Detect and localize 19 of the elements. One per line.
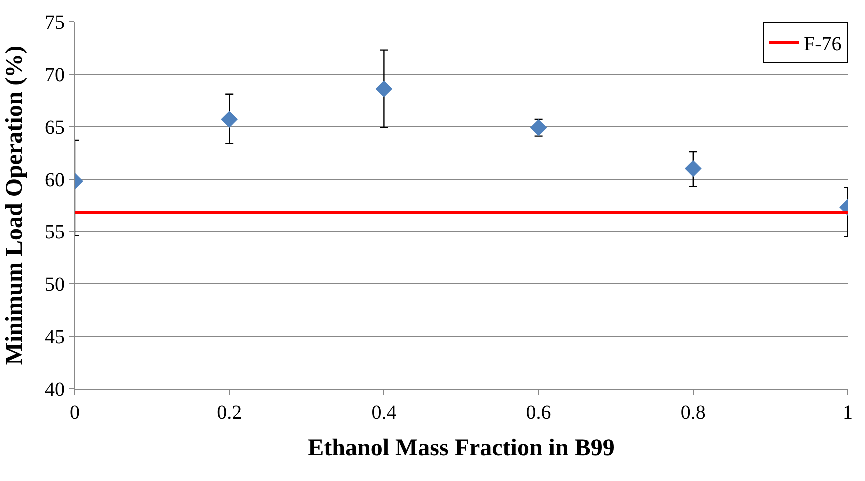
x-tick-label: 0: [70, 402, 80, 424]
legend-label: F-76: [804, 33, 842, 56]
y-tick-label: 60: [45, 169, 65, 192]
x-axis-title: Ethanol Mass Fraction in B99: [308, 435, 615, 462]
y-tick-label: 65: [45, 116, 65, 139]
x-tick-label: 1: [843, 402, 853, 424]
y-tick-label: 55: [45, 222, 65, 244]
y-tick-label: 70: [45, 64, 65, 86]
y-tick-label: 40: [45, 379, 65, 401]
y-axis-title: Minimum Load Operation (%): [2, 46, 28, 366]
x-tick-label: 0.2: [217, 402, 242, 424]
x-tick-label: 0.6: [526, 402, 552, 424]
y-tick-label: 45: [45, 326, 65, 349]
x-tick-label: 0.4: [372, 402, 397, 424]
x-tick-label: 0.8: [680, 402, 706, 424]
y-tick-label: 50: [45, 274, 65, 296]
point: [530, 119, 548, 136]
y-tick-label: 75: [45, 12, 65, 34]
point: [376, 80, 393, 98]
